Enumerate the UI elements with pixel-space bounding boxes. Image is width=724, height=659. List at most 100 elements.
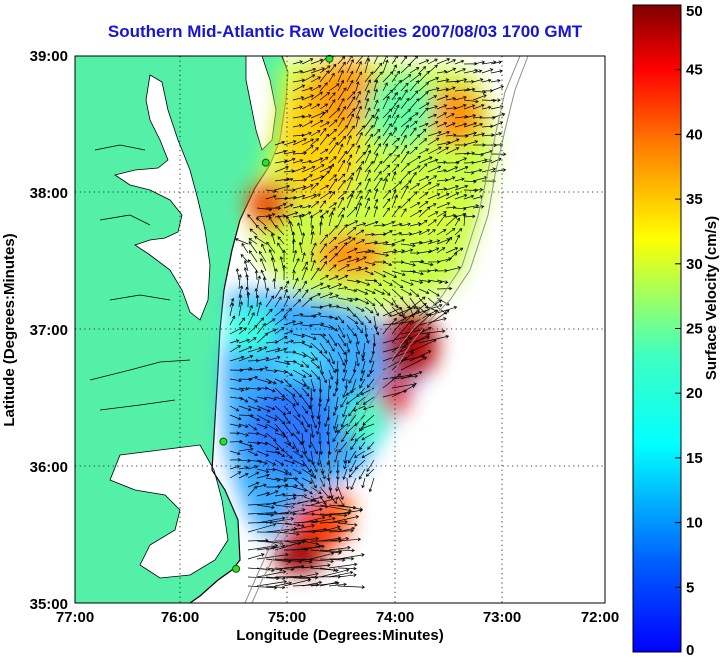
velocity-arrow: [270, 256, 276, 272]
velocity-arrow: [382, 220, 396, 227]
velocity-arrow: [391, 306, 417, 317]
river-inlets: [89, 144, 191, 411]
velocity-arrow: [292, 536, 320, 542]
velocity-arrow: [409, 279, 424, 284]
velocity-arrow: [255, 217, 267, 227]
velocity-arrow: [462, 212, 467, 227]
velocity-arrow: [427, 247, 440, 254]
velocity-arrow: [337, 224, 348, 236]
velocity-arrow: [265, 396, 277, 401]
velocity-arrow: [427, 158, 439, 164]
velocity-arrow: [355, 222, 367, 227]
velocity-arrow: [364, 177, 371, 191]
velocity-arrow: [310, 441, 318, 455]
velocity-arrow: [418, 66, 427, 74]
velocity-arrow: [373, 177, 383, 191]
velocity-arrow: [229, 339, 240, 344]
velocity-arrow: [427, 193, 441, 200]
velocity-arrow: [310, 85, 322, 92]
velocity-arrow: [247, 481, 260, 488]
velocity-arrow: [301, 333, 317, 340]
velocity-arrow: [292, 369, 307, 378]
velocity-arrow: [391, 96, 401, 110]
velocity-arrow: [319, 234, 329, 245]
velocity-arrow: [364, 79, 371, 92]
velocity-arrow: [346, 288, 358, 293]
velocity-arrow: [436, 286, 453, 291]
velocity-arrow: [263, 226, 276, 236]
velocity-arrow: [382, 95, 390, 110]
velocity-arrow: [418, 299, 443, 317]
velocity-arrow: [382, 270, 398, 278]
velocity-arrow: [274, 468, 288, 475]
velocity-arrow: [436, 122, 448, 128]
velocity-arrow: [418, 261, 434, 267]
velocity-arrow: [310, 423, 315, 439]
velocity-arrow: [409, 120, 418, 128]
velocity-arrow: [310, 528, 343, 533]
velocity-arrow: [274, 149, 287, 155]
velocity-arrow: [328, 515, 360, 524]
x-tick-label: 75:00: [268, 609, 306, 626]
velocity-arrow: [337, 342, 347, 356]
velocity-arrow: [301, 297, 313, 308]
velocity-arrow: [256, 357, 270, 362]
velocity-arrow: [355, 105, 362, 119]
velocity-arrow: [337, 255, 352, 263]
velocity-arrow: [238, 354, 254, 362]
velocity-arrow: [445, 166, 459, 173]
x-tick-label: 73:00: [483, 609, 521, 626]
velocity-arrow: [368, 477, 375, 493]
velocity-arrow: [301, 204, 312, 209]
velocity-arrow: [436, 87, 449, 92]
velocity-arrow: [265, 467, 276, 472]
velocity-arrow: [301, 280, 307, 290]
velocity-arrow: [373, 205, 379, 218]
velocity-arrow: [283, 157, 296, 164]
velocity-arrow: [400, 82, 409, 92]
velocity-arrow: [265, 340, 279, 344]
velocity-arrow: [344, 378, 349, 390]
x-tick-label: 72:00: [581, 609, 619, 626]
velocity-arrow: [373, 279, 383, 286]
velocity-arrow: [337, 196, 344, 209]
velocity-arrow: [337, 87, 347, 101]
velocity-arrow: [472, 115, 483, 120]
velocity-arrow: [255, 294, 260, 308]
velocity-arrow: [342, 369, 348, 382]
velocity-arrow: [328, 378, 332, 390]
velocity-arrow: [319, 342, 328, 354]
velocity-arrow: [355, 160, 365, 173]
y-axis-label: Latitude (Degrees:Minutes): [1, 233, 18, 426]
velocity-arrow: [301, 266, 308, 281]
velocity-arrow: [301, 211, 312, 218]
velocity-arrow: [310, 182, 319, 191]
velocity-arrow: [283, 369, 293, 377]
y-tick-labels: 39:00 38:00 37:00 36:00 35:00: [30, 48, 68, 613]
velocity-arrow: [454, 217, 460, 227]
velocity-arrow: [463, 104, 476, 110]
velocity-arrow: [258, 250, 267, 263]
velocity-arrow: [382, 279, 393, 286]
velocity-arrow: [382, 306, 392, 318]
velocity-arrow: [310, 292, 321, 299]
velocity-arrow: [445, 147, 460, 155]
velocity-arrow: [337, 274, 349, 281]
velocity-arrow: [373, 198, 379, 209]
velocity-arrow: [301, 289, 309, 299]
velocity-arrow: [472, 78, 484, 83]
velocity-arrow: [400, 144, 408, 155]
velocity-arrow: [391, 137, 400, 146]
velocity-arrow: [445, 106, 457, 110]
velocity-arrow: [337, 315, 345, 324]
velocity-arrow: [319, 103, 329, 110]
velocity-arrow: [268, 216, 276, 227]
velocity-arrow: [282, 264, 286, 281]
colorbar-tick-label: 15: [686, 450, 703, 467]
velocity-arrow: [454, 194, 468, 200]
velocity-arrow: [347, 450, 357, 464]
velocity-arrow: [301, 563, 331, 569]
colorbar-tick-label: 30: [686, 256, 703, 273]
velocity-arrow: [292, 249, 298, 263]
velocity-arrow: [310, 378, 316, 393]
